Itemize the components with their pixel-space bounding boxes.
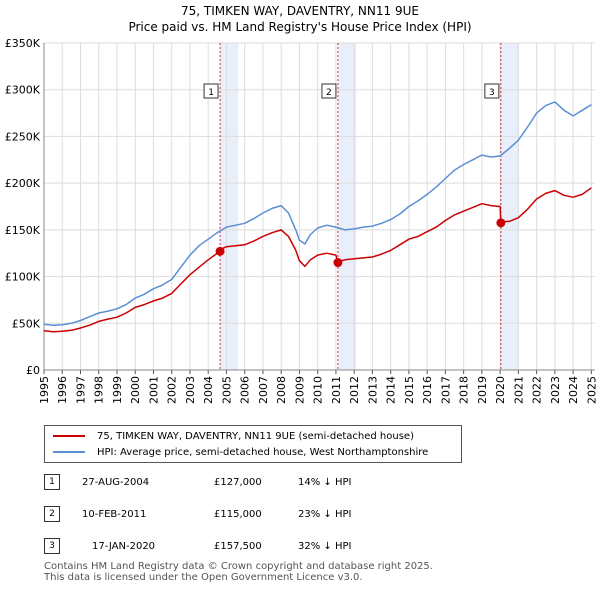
sale-price: £127,000 — [214, 477, 262, 488]
sale-hpi-diff: 32% ↓ HPI — [298, 541, 352, 552]
x-tick-label: 2017 — [439, 376, 452, 404]
legend-item-property: 75, TIMKEN WAY, DAVENTRY, NN11 9UE (semi… — [53, 428, 414, 444]
y-tick-label: £350K — [5, 37, 41, 50]
sale-marker-badge: 3 — [44, 538, 60, 554]
sale-highlight-band — [220, 43, 239, 370]
y-tick-label: £250K — [5, 130, 41, 143]
table-row: 3 17-JAN-2020 £157,500 32% ↓ HPI — [44, 538, 564, 556]
x-tick-label: 2016 — [421, 376, 434, 404]
x-tick-label: 2001 — [147, 376, 160, 404]
sale-date: 10-FEB-2011 — [82, 509, 147, 520]
x-tick-label: 2010 — [312, 376, 325, 404]
table-row: 2 10-FEB-2011 £115,000 23% ↓ HPI — [44, 506, 564, 524]
chart-title: 75, TIMKEN WAY, DAVENTRY, NN11 9UE — [181, 4, 419, 18]
legend: 75, TIMKEN WAY, DAVENTRY, NN11 9UE (semi… — [44, 425, 462, 463]
legend-swatch-hpi — [53, 451, 85, 453]
y-tick-label: £100K — [5, 271, 41, 284]
footer-licence: This data is licensed under the Open Gov… — [44, 572, 363, 583]
sale-hpi-diff: 23% ↓ HPI — [298, 509, 352, 520]
chart-subtitle: Price paid vs. HM Land Registry's House … — [128, 20, 472, 34]
x-tick-label: 2002 — [166, 376, 179, 404]
sale-marker-badge: 2 — [44, 506, 60, 522]
x-tick-label: 2003 — [184, 376, 197, 404]
price-chart: £0 £50K £100K £150K £200K £250K £300K £350K 1995… — [5, 37, 599, 404]
sale-marker-label: 2 — [326, 88, 332, 98]
series-line-property — [43, 187, 592, 333]
sale-marker-label: 3 — [489, 88, 495, 98]
series-line-hpi — [43, 101, 592, 326]
x-tick-label: 2005 — [220, 376, 233, 404]
x-tick-label: 2008 — [275, 376, 288, 404]
x-tick-label: 2007 — [257, 376, 270, 404]
legend-swatch-property — [53, 435, 85, 437]
sale-point — [215, 246, 225, 256]
sale-price: £157,500 — [214, 541, 262, 552]
x-tick-label: 2022 — [531, 376, 544, 404]
x-tick-label: 2012 — [348, 376, 361, 404]
sale-marker-box — [321, 83, 337, 99]
footer: Contains HM Land Registry data © Crown c… — [44, 561, 433, 583]
x-tick-label: 1998 — [93, 376, 106, 404]
x-tick-label: 1999 — [111, 376, 124, 404]
sale-date: 27-AUG-2004 — [82, 477, 150, 488]
x-tick-label: 2025 — [585, 376, 598, 404]
legend-item-hpi: HPI: Average price, semi-detached house,… — [53, 444, 428, 460]
sale-marker-box — [203, 83, 219, 99]
x-tick-label: 1996 — [56, 376, 69, 404]
sale-highlight-band — [500, 43, 520, 370]
x-tick-label: 2024 — [567, 376, 580, 404]
x-tick-label: 2006 — [239, 376, 252, 404]
x-tick-label: 2000 — [129, 376, 142, 404]
sale-point — [496, 218, 506, 228]
x-tick-label: 2009 — [293, 376, 306, 404]
y-tick-label: £50K — [12, 317, 41, 330]
x-tick-label: 2014 — [385, 376, 398, 404]
x-tick-label: 2011 — [330, 376, 343, 404]
y-tick-label: £200K — [5, 177, 41, 190]
legend-label-hpi: HPI: Average price, semi-detached house,… — [97, 446, 429, 458]
legend-label-property: 75, TIMKEN WAY, DAVENTRY, NN11 9UE (semi… — [97, 430, 414, 442]
x-tick-label: 2019 — [476, 376, 489, 404]
sale-marker-box — [484, 83, 500, 99]
x-tick-label: 1997 — [74, 376, 87, 404]
sale-date: 17-JAN-2020 — [92, 541, 156, 552]
sale-marker-badge: 1 — [44, 474, 60, 490]
x-tick-label: 1995 — [38, 376, 51, 404]
x-tick-label: 2013 — [366, 376, 379, 404]
x-tick-label: 2018 — [458, 376, 471, 404]
footer-copyright: Contains HM Land Registry data © Crown c… — [44, 561, 433, 572]
y-tick-label: £300K — [5, 84, 41, 97]
y-tick-label: £150K — [5, 224, 41, 237]
sale-hpi-diff: 14% ↓ HPI — [298, 477, 352, 488]
y-tick-label: £0 — [26, 364, 40, 377]
sale-marker-label: 1 — [208, 88, 214, 98]
sale-highlight-band — [337, 43, 357, 370]
table-row: 1 27-AUG-2004 £127,000 14% ↓ HPI — [44, 474, 564, 492]
x-tick-label: 2020 — [494, 376, 507, 404]
sale-point — [333, 258, 343, 268]
x-tick-label: 2004 — [202, 376, 215, 404]
sale-price: £115,000 — [214, 509, 262, 520]
x-tick-label: 2021 — [512, 376, 525, 404]
x-tick-label: 2015 — [403, 376, 416, 404]
x-tick-label: 2023 — [549, 376, 562, 404]
